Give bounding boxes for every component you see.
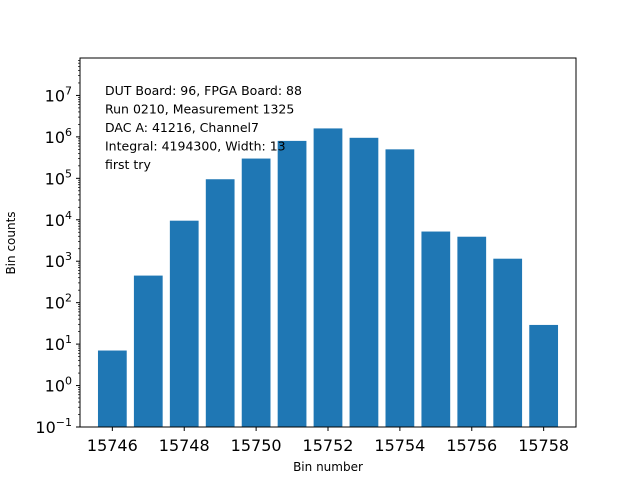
y-tick-label-1: 100 bbox=[45, 375, 72, 396]
x-tick-label-15748: 15748 bbox=[159, 436, 210, 455]
bar-15753 bbox=[349, 137, 379, 428]
annotation-line-1: Run 0210, Measurement 1325 bbox=[105, 102, 294, 117]
x-axis-label: Bin number bbox=[293, 460, 363, 474]
bar-15755 bbox=[421, 231, 451, 427]
annotation-line-2: DAC A: 41216, Channel7 bbox=[105, 120, 259, 135]
y-tick-label-8: 107 bbox=[45, 84, 72, 105]
bar-15756 bbox=[457, 236, 487, 427]
y-tick-label-4: 103 bbox=[45, 250, 72, 271]
x-tick-label-15754: 15754 bbox=[374, 436, 425, 455]
bar-15747 bbox=[133, 275, 163, 427]
x-tick-label-15756: 15756 bbox=[446, 436, 497, 455]
y-axis-label: Bin counts bbox=[4, 211, 18, 274]
y-tick-label-0: 10−1 bbox=[35, 416, 72, 437]
bar-15752 bbox=[313, 128, 343, 428]
bar-15750 bbox=[241, 158, 271, 428]
annotation-line-3: Integral: 4194300, Width: 13 bbox=[105, 139, 286, 154]
bar-15754 bbox=[385, 149, 415, 427]
y-tick-label-7: 106 bbox=[45, 126, 72, 147]
x-tick-label-15758: 15758 bbox=[518, 436, 569, 455]
bar-15749 bbox=[205, 179, 235, 427]
y-tick-label-3: 102 bbox=[45, 292, 72, 313]
bar-15751 bbox=[277, 140, 307, 427]
bars-group bbox=[97, 128, 559, 428]
bar-15758 bbox=[529, 324, 559, 427]
annotation-line-0: DUT Board: 96, FPGA Board: 88 bbox=[105, 83, 302, 98]
x-tick-label-15752: 15752 bbox=[303, 436, 354, 455]
x-tick-label-15750: 15750 bbox=[231, 436, 282, 455]
annotation-box: DUT Board: 96, FPGA Board: 88 Run 0210, M… bbox=[105, 83, 302, 172]
y-tick-label-5: 104 bbox=[45, 209, 72, 230]
x-tick-label-15746: 15746 bbox=[87, 436, 138, 455]
y-axis-ticks: 10−1 100 101 102 103 104 105 106 107 bbox=[35, 60, 80, 437]
bar-15748 bbox=[169, 220, 199, 427]
x-axis-ticks: 15746 15748 15750 15752 15754 15756 15758 bbox=[87, 427, 569, 455]
bar-15746 bbox=[97, 350, 127, 427]
y-tick-label-2: 101 bbox=[45, 333, 72, 354]
y-tick-label-6: 105 bbox=[45, 167, 72, 188]
bar-15757 bbox=[493, 258, 523, 427]
annotation-line-4: first try bbox=[105, 157, 151, 172]
